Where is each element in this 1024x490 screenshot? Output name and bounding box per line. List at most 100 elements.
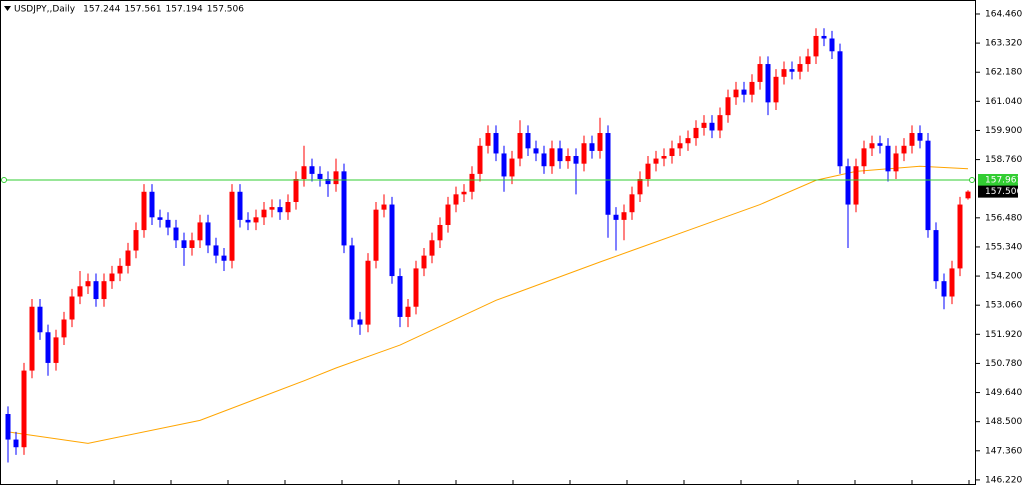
candle-body: [429, 240, 435, 256]
candle-body: [77, 286, 83, 297]
plot-frame: [0, 0, 976, 485]
candle-body: [445, 204, 451, 225]
candle-body: [101, 281, 107, 300]
candle-body: [245, 219, 251, 223]
line-handle: [1, 176, 7, 183]
candle-body: [5, 414, 11, 440]
candle-body: [965, 191, 971, 199]
y-tick-label: 153.060: [985, 301, 1022, 311]
candle-body: [725, 97, 731, 116]
candle-body: [733, 89, 739, 98]
candle-body: [525, 133, 531, 149]
price-tag: [978, 173, 1018, 186]
candle-body: [349, 245, 355, 320]
candle-body: [45, 332, 51, 363]
candle-body: [741, 89, 747, 95]
y-tick-label: 148.500: [985, 417, 1022, 427]
candle-body: [413, 268, 419, 307]
candle-body: [157, 217, 163, 220]
y-tick-label: 158.760: [985, 155, 1022, 165]
y-tick-label: 154.200: [985, 272, 1022, 282]
candle-body: [797, 64, 803, 72]
candle-body: [877, 143, 883, 146]
y-tick-label: 159.900: [985, 126, 1022, 136]
candle-body: [165, 219, 171, 228]
chart-title: USDJPY,,Daily: [14, 5, 76, 15]
candle-body: [933, 230, 939, 282]
candle-body: [813, 35, 819, 57]
header-price: 157.506: [207, 5, 244, 15]
candle-body: [685, 138, 691, 144]
header-price: 157.561: [124, 5, 161, 15]
candle-body: [613, 214, 619, 220]
y-tick-label: 155.340: [985, 242, 1022, 252]
candle-body: [805, 56, 811, 65]
candle-body: [557, 148, 563, 162]
candle-body: [773, 76, 779, 103]
y-tick-label: 161.040: [985, 97, 1022, 107]
candle-body: [717, 115, 723, 131]
candle-body: [621, 212, 627, 220]
candle-body: [493, 133, 499, 154]
candle-body: [693, 127, 699, 139]
y-tick-label: 163.320: [985, 39, 1022, 49]
candle-body: [541, 153, 547, 167]
candle-body: [381, 204, 387, 210]
candle-body: [277, 207, 283, 213]
candle-body: [757, 64, 763, 82]
candle-body: [485, 133, 491, 146]
candle-body: [117, 265, 123, 274]
candle-body: [645, 163, 651, 180]
y-tick-label: 164.460: [985, 9, 1022, 19]
candle-body: [709, 122, 715, 131]
candle-body: [901, 145, 907, 154]
candle-body: [589, 143, 595, 151]
candle-body: [821, 35, 827, 39]
header-price: 157.194: [166, 5, 203, 15]
candle-body: [749, 81, 755, 95]
candle-body: [13, 439, 19, 448]
candle-body: [29, 306, 35, 371]
candle-body: [517, 133, 523, 159]
candle-body: [677, 143, 683, 149]
candle-body: [477, 145, 483, 174]
candle-body: [389, 204, 395, 277]
candle-body: [109, 273, 115, 282]
price-tag-label: 157.506: [985, 187, 1022, 197]
candle-body: [365, 260, 371, 325]
candle-body: [85, 281, 91, 287]
candle-body: [661, 156, 667, 159]
candle-body: [269, 207, 275, 210]
candle-body: [317, 173, 323, 180]
candle-body: [357, 319, 363, 325]
candle-body: [845, 166, 851, 205]
candle-body: [125, 250, 131, 266]
candle-body: [141, 191, 147, 231]
candle-body: [133, 230, 139, 251]
candle-body: [861, 148, 867, 167]
header-price: 157.244: [83, 5, 120, 15]
y-tick-label: 150.780: [985, 359, 1022, 369]
candle-body: [261, 209, 267, 218]
candle-body: [949, 268, 955, 297]
candle-body: [213, 245, 219, 256]
candle-body: [469, 173, 475, 192]
candle-body: [781, 69, 787, 77]
candle-body: [405, 306, 411, 317]
candle-body: [181, 240, 187, 248]
candle-body: [869, 143, 875, 149]
candle-body: [925, 140, 931, 231]
candle-body: [957, 204, 963, 269]
candle-body: [629, 194, 635, 213]
candle-body: [397, 276, 403, 317]
candle-body: [301, 166, 307, 180]
candle-body: [221, 255, 227, 261]
y-tick-label: 151.920: [985, 330, 1022, 340]
y-tick-label: 162.180: [985, 68, 1022, 78]
candle-body: [69, 296, 75, 320]
candle-body: [149, 191, 155, 218]
candle-body: [637, 179, 643, 195]
candle-body: [21, 370, 27, 448]
candle-body: [837, 51, 843, 167]
price-tag-label: 157.961: [985, 175, 1022, 185]
